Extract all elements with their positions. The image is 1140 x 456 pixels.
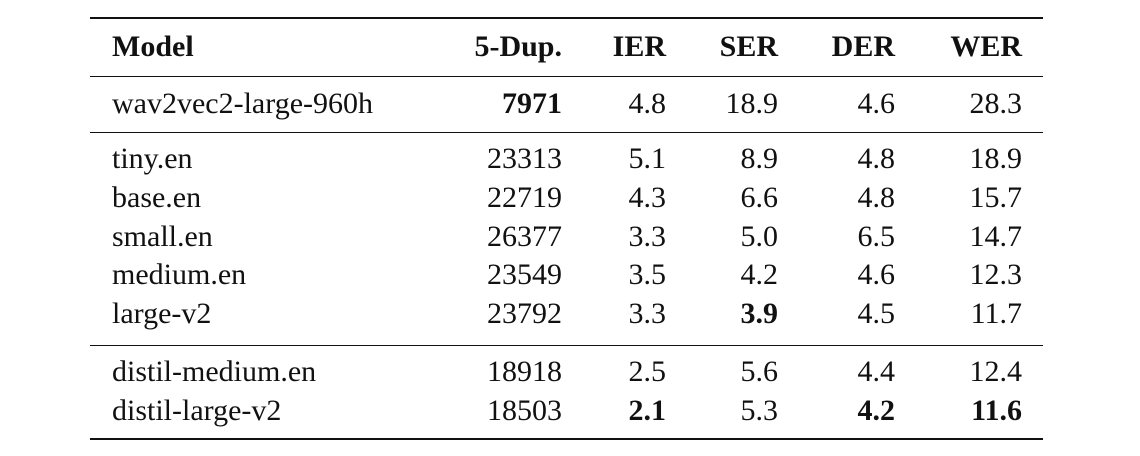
value-cell: 26377	[487, 219, 562, 253]
value-cell: 18.9	[969, 142, 1023, 175]
header-cell: SER	[719, 30, 778, 63]
header-cell: WER	[950, 30, 1022, 63]
value-cell: 3.3	[628, 297, 667, 331]
bottom-rule	[90, 438, 1043, 440]
value-cell: 4.6	[857, 87, 896, 120]
value-cell: 4.2	[740, 258, 779, 292]
header-cell: IER	[612, 30, 666, 63]
value-cell: 5.6	[740, 355, 779, 388]
value-cell: 4.4	[857, 355, 896, 388]
value-cell: 6.6	[740, 180, 779, 214]
model-name: base.en	[112, 180, 202, 214]
value-cell: 23313	[487, 142, 562, 175]
value-cell: 11.6	[971, 393, 1022, 427]
value-cell: 4.8	[857, 142, 896, 175]
model-name: tiny.en	[112, 142, 193, 175]
header-cell: 5-Dup.	[474, 30, 562, 63]
value-cell: 18503	[487, 393, 562, 427]
model-name: small.en	[112, 219, 213, 253]
value-cell: 5.1	[628, 142, 667, 175]
header-cell: Model	[112, 30, 194, 63]
value-cell: 3.9	[740, 297, 779, 331]
value-cell: 4.8	[857, 180, 896, 214]
value-cell: 2.1	[628, 393, 667, 427]
model-name: distil-large-v2	[112, 393, 282, 427]
value-cell: 15.7	[969, 180, 1023, 214]
header-cell: DER	[831, 30, 895, 63]
top-rule	[90, 17, 1043, 19]
value-cell: 28.3	[969, 87, 1023, 120]
value-cell: 23549	[487, 258, 562, 292]
group-rule	[90, 132, 1043, 133]
value-cell: 3.5	[628, 258, 667, 292]
value-cell: 5.0	[740, 219, 779, 253]
value-cell: 4.8	[628, 87, 667, 120]
value-cell: 5.3	[740, 393, 779, 427]
value-cell: 2.5	[628, 355, 667, 388]
value-cell: 12.3	[969, 258, 1023, 292]
value-cell: 6.5	[857, 219, 896, 253]
group-rule	[90, 345, 1043, 346]
value-cell: 18.9	[725, 87, 779, 120]
model-name: medium.en	[112, 258, 247, 292]
value-cell: 7971	[502, 87, 562, 120]
value-cell: 4.5	[857, 297, 896, 331]
value-cell: 4.3	[628, 180, 667, 214]
model-name: large-v2	[112, 297, 212, 331]
value-cell: 11.7	[970, 297, 1022, 331]
value-cell: 3.3	[628, 219, 667, 253]
model-name: distil-medium.en	[112, 355, 317, 388]
value-cell: 12.4	[969, 355, 1023, 388]
value-cell: 14.7	[969, 219, 1023, 253]
value-cell: 4.6	[857, 258, 896, 292]
value-cell: 4.2	[857, 393, 896, 427]
value-cell: 8.9	[740, 142, 779, 175]
value-cell: 22719	[487, 180, 562, 214]
model-name: wav2vec2-large-960h	[112, 87, 374, 120]
header-rule	[90, 76, 1043, 77]
value-cell: 23792	[487, 297, 562, 331]
value-cell: 18918	[487, 355, 562, 388]
